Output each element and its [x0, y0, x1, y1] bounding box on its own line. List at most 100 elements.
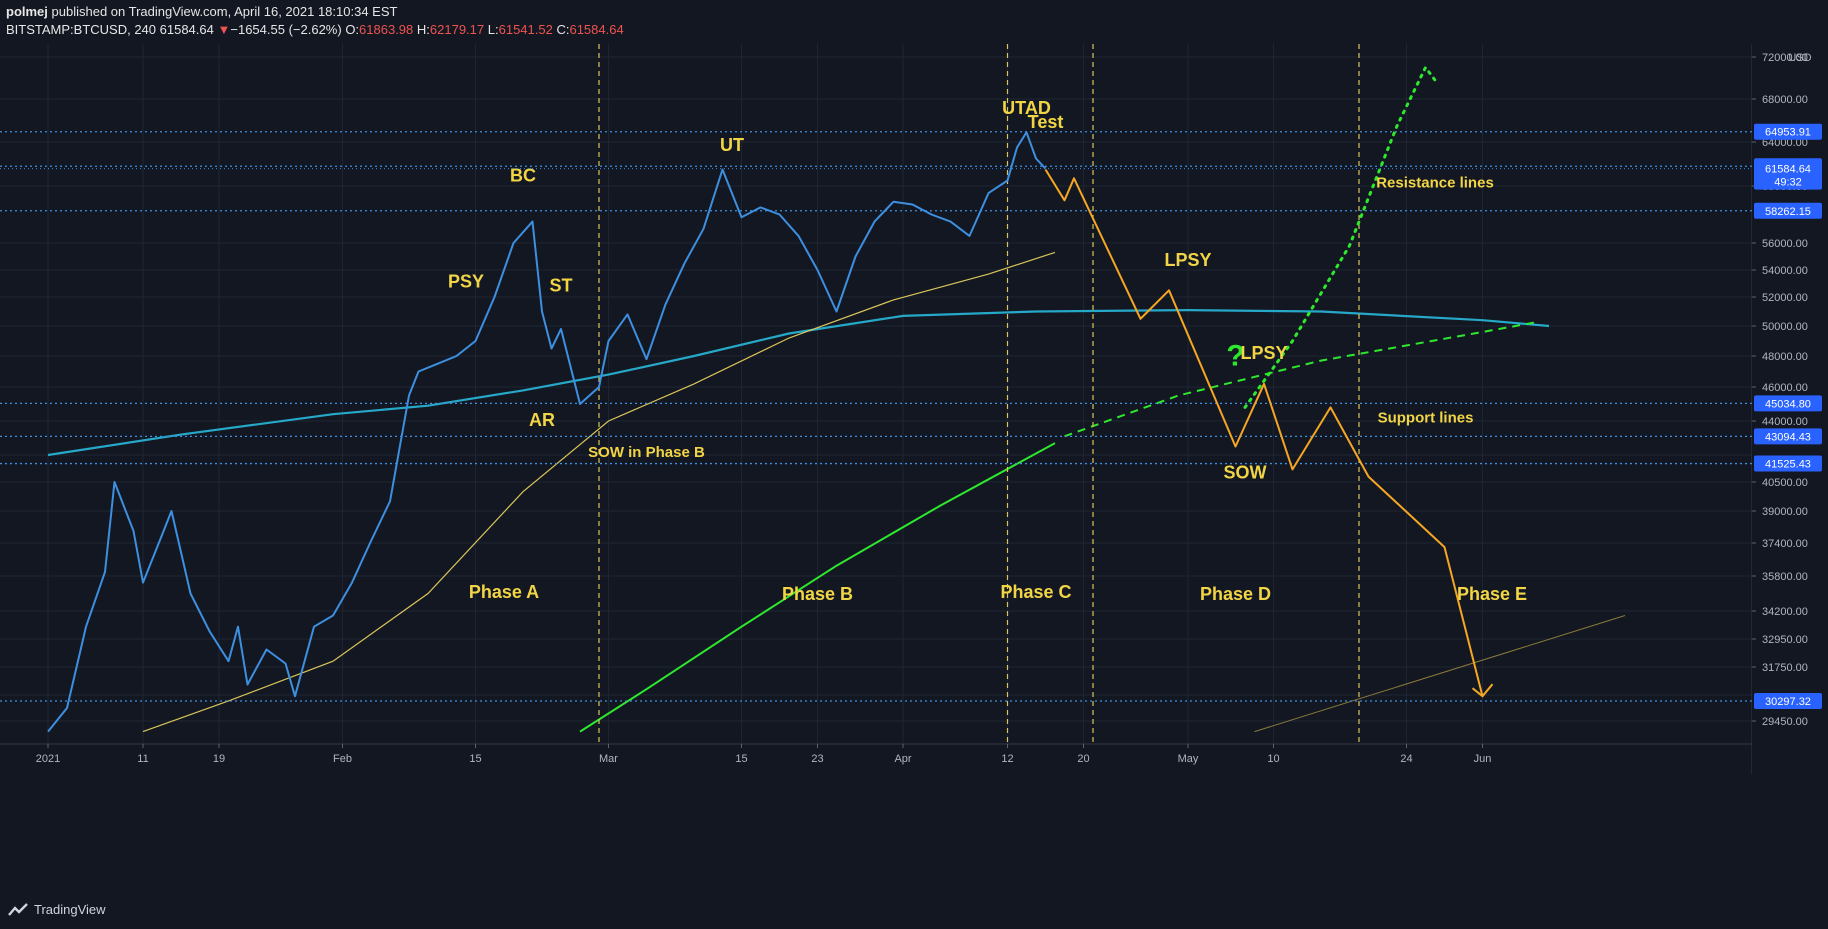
level-price-badge	[1754, 428, 1822, 445]
grid	[0, 44, 1752, 744]
open-value: 61863.98	[359, 22, 414, 37]
level-price-label: 41525.43	[1765, 459, 1811, 471]
y-axis-tick-label: 56000.00	[1762, 238, 1808, 250]
symbol-name[interactable]: BITSTAMP:BTCUSD, 240	[6, 22, 157, 37]
low-label: L:	[487, 22, 499, 37]
level-price-label: 64953.91	[1765, 127, 1811, 139]
last-price-timer: 49:32	[1774, 177, 1802, 189]
level-price-label: 45034.80	[1765, 398, 1811, 410]
y-axis-tick-label: 39000.00	[1762, 506, 1808, 518]
annotation-label: Phase D	[1200, 584, 1271, 604]
chart-background	[0, 44, 1828, 894]
x-axis-tick-label: 2021	[36, 753, 60, 765]
level-price-badge	[1754, 395, 1822, 412]
publish-info: polmej published on TradingView.com, Apr…	[6, 4, 397, 19]
x-axis-tick-label: 15	[735, 753, 747, 765]
annotation-label: SOW	[1224, 462, 1267, 482]
trend-extension-dashed	[1064, 320, 1540, 438]
low-value: 61541.52	[498, 22, 553, 37]
y-axis-tick-label: 52000.00	[1762, 292, 1808, 304]
x-axis-tick-label: Feb	[333, 753, 352, 765]
annotation-label: UTAD	[1002, 98, 1051, 118]
high-value: 62179.17	[429, 22, 485, 37]
annotation-label: Test	[1028, 112, 1064, 132]
annotation-label: SOW in Phase B	[588, 444, 705, 461]
level-price-badge	[1754, 202, 1822, 219]
y-axis-tick-label: 54000.00	[1762, 265, 1808, 277]
change-value: −1654.55 (−2.62%)	[230, 22, 342, 37]
y-axis-tick-label: 44000.00	[1762, 416, 1808, 428]
bullish-projection-dotted	[1243, 64, 1437, 409]
x-axis-tick-label: Mar	[599, 753, 618, 765]
level-price-badge	[1754, 455, 1822, 472]
annotation-label: Resistance lines	[1376, 174, 1494, 191]
x-axis-tick-label: 24	[1400, 753, 1412, 765]
y-axis-tick-label: 64000.00	[1762, 137, 1808, 149]
annotation-label: Phase A	[469, 582, 539, 602]
last-price-badge	[1754, 159, 1822, 190]
annotation-label: ST	[549, 276, 572, 296]
long-trendline	[1254, 615, 1626, 733]
symbol-info: BITSTAMP:BTCUSD, 240 61584.64 ▼−1654.55 …	[6, 22, 624, 37]
x-axis-tick-label: 10	[1267, 753, 1279, 765]
tradingview-brand[interactable]: TradingView	[8, 902, 106, 917]
annotation-label: AR	[529, 410, 555, 430]
open-label: O:	[345, 22, 360, 37]
moving-average-yellow	[142, 251, 1056, 733]
moving-average-green	[579, 442, 1056, 733]
y-axis: 72000.0068000.0064000.0060000.0056000.00…	[1752, 44, 1828, 894]
price-series-line	[47, 131, 1047, 733]
last-price-label: 61584.64	[1765, 164, 1811, 176]
y-axis-tick-label: 34200.00	[1762, 606, 1808, 618]
level-price-label: 43094.43	[1765, 431, 1811, 443]
y-axis-tick-label: 48000.00	[1762, 351, 1808, 363]
y-axis-tick-label: 72000.00	[1762, 52, 1808, 64]
annotation-label: Phase C	[1000, 582, 1071, 602]
y-axis-tick-label: 50000.00	[1762, 321, 1808, 333]
x-axis-tick-label: May	[1178, 753, 1199, 765]
annotation-label: PSY	[448, 272, 484, 292]
x-axis-tick-label: 15	[469, 753, 481, 765]
chart-header: polmej published on TradingView.com, Apr…	[0, 0, 1828, 44]
x-axis-tick-label: Apr	[894, 753, 911, 765]
close-label: C:	[556, 22, 570, 37]
x-axis-tick-label: 12	[1001, 753, 1013, 765]
projection-arrowhead	[1471, 683, 1494, 698]
close-value: 61584.64	[569, 22, 624, 37]
x-axis-tick-label: 19	[213, 753, 225, 765]
annotation-label: ?	[1226, 339, 1244, 372]
high-label: H:	[416, 22, 430, 37]
level-price-badge	[1754, 692, 1822, 709]
annotation-label: Phase E	[1457, 584, 1527, 604]
currency-label: USD	[1788, 52, 1811, 64]
level-price-label: 30297.32	[1765, 696, 1811, 708]
last-price-value: 61584.64	[159, 22, 214, 37]
change-down-icon: ▼	[217, 22, 231, 37]
y-axis-tick-label: 46000.00	[1762, 382, 1808, 394]
author-name[interactable]: polmej	[6, 4, 48, 19]
y-axis-tick-label: 32950.00	[1762, 634, 1808, 646]
level-price-badge	[1754, 123, 1822, 140]
x-axis-tick-label: Jun	[1474, 753, 1492, 765]
chart-footer: TradingView	[0, 894, 1828, 929]
x-axis: 2021 11 19 Feb 15 Mar 15 23 Apr 12 20 May 10 24 Jun	[36, 744, 1492, 765]
y-axis-tick-label: 35800.00	[1762, 571, 1808, 583]
x-axis-tick-label: 23	[811, 753, 823, 765]
tradingview-brand-label: TradingView	[34, 902, 106, 917]
annotation-label: BC	[510, 166, 536, 186]
y-axis-tick-label: 29450.00	[1762, 716, 1808, 728]
y-axis-tick-label: 31750.00	[1762, 662, 1808, 674]
annotation-label: LPSY	[1240, 343, 1287, 363]
level-price-label: 58262.15	[1765, 206, 1811, 218]
x-axis-tick-label: 20	[1077, 753, 1089, 765]
y-axis-tick-label: 40500.00	[1762, 477, 1808, 489]
annotation-label: UT	[720, 135, 744, 155]
annotation-label: Phase B	[782, 584, 853, 604]
projection-path	[1044, 168, 1484, 697]
publish-date: published on TradingView.com, April 16, …	[47, 4, 398, 19]
annotation-label: Support lines	[1378, 410, 1474, 427]
annotation-label: LPSY	[1164, 250, 1211, 270]
y-axis-tick-label: 37400.00	[1762, 538, 1808, 550]
